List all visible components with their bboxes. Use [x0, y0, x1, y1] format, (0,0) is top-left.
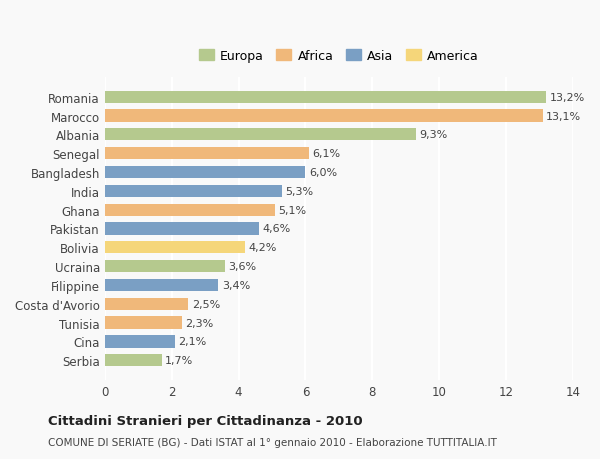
Legend: Europa, Africa, Asia, America: Europa, Africa, Asia, America [194, 45, 484, 67]
Text: 2,1%: 2,1% [178, 336, 206, 347]
Text: 3,4%: 3,4% [222, 280, 250, 290]
Text: 6,1%: 6,1% [312, 149, 340, 159]
Bar [105, 241, 245, 254]
Text: Cittadini Stranieri per Cittadinanza - 2010: Cittadini Stranieri per Cittadinanza - 2… [48, 414, 362, 428]
Text: 13,2%: 13,2% [550, 93, 585, 102]
Text: 2,3%: 2,3% [185, 318, 213, 328]
Text: 5,3%: 5,3% [286, 186, 313, 196]
Bar [105, 317, 182, 329]
Text: 4,6%: 4,6% [262, 224, 290, 234]
Text: 1,7%: 1,7% [165, 355, 193, 365]
Bar [105, 167, 305, 179]
Bar [105, 129, 416, 141]
Text: 4,2%: 4,2% [248, 243, 277, 253]
Text: 2,5%: 2,5% [191, 299, 220, 309]
Bar [105, 279, 218, 291]
Bar [105, 260, 225, 273]
Text: 6,0%: 6,0% [309, 168, 337, 178]
Text: 9,3%: 9,3% [419, 130, 448, 140]
Text: COMUNE DI SERIATE (BG) - Dati ISTAT al 1° gennaio 2010 - Elaborazione TUTTITALIA: COMUNE DI SERIATE (BG) - Dati ISTAT al 1… [48, 437, 497, 447]
Bar [105, 298, 188, 310]
Text: 13,1%: 13,1% [546, 111, 581, 121]
Text: 5,1%: 5,1% [278, 205, 307, 215]
Bar [105, 91, 546, 104]
Text: 3,6%: 3,6% [229, 262, 257, 272]
Bar [105, 204, 275, 216]
Bar [105, 223, 259, 235]
Bar [105, 148, 309, 160]
Bar [105, 336, 175, 348]
Bar [105, 185, 282, 197]
Bar [105, 110, 543, 123]
Bar [105, 354, 161, 367]
